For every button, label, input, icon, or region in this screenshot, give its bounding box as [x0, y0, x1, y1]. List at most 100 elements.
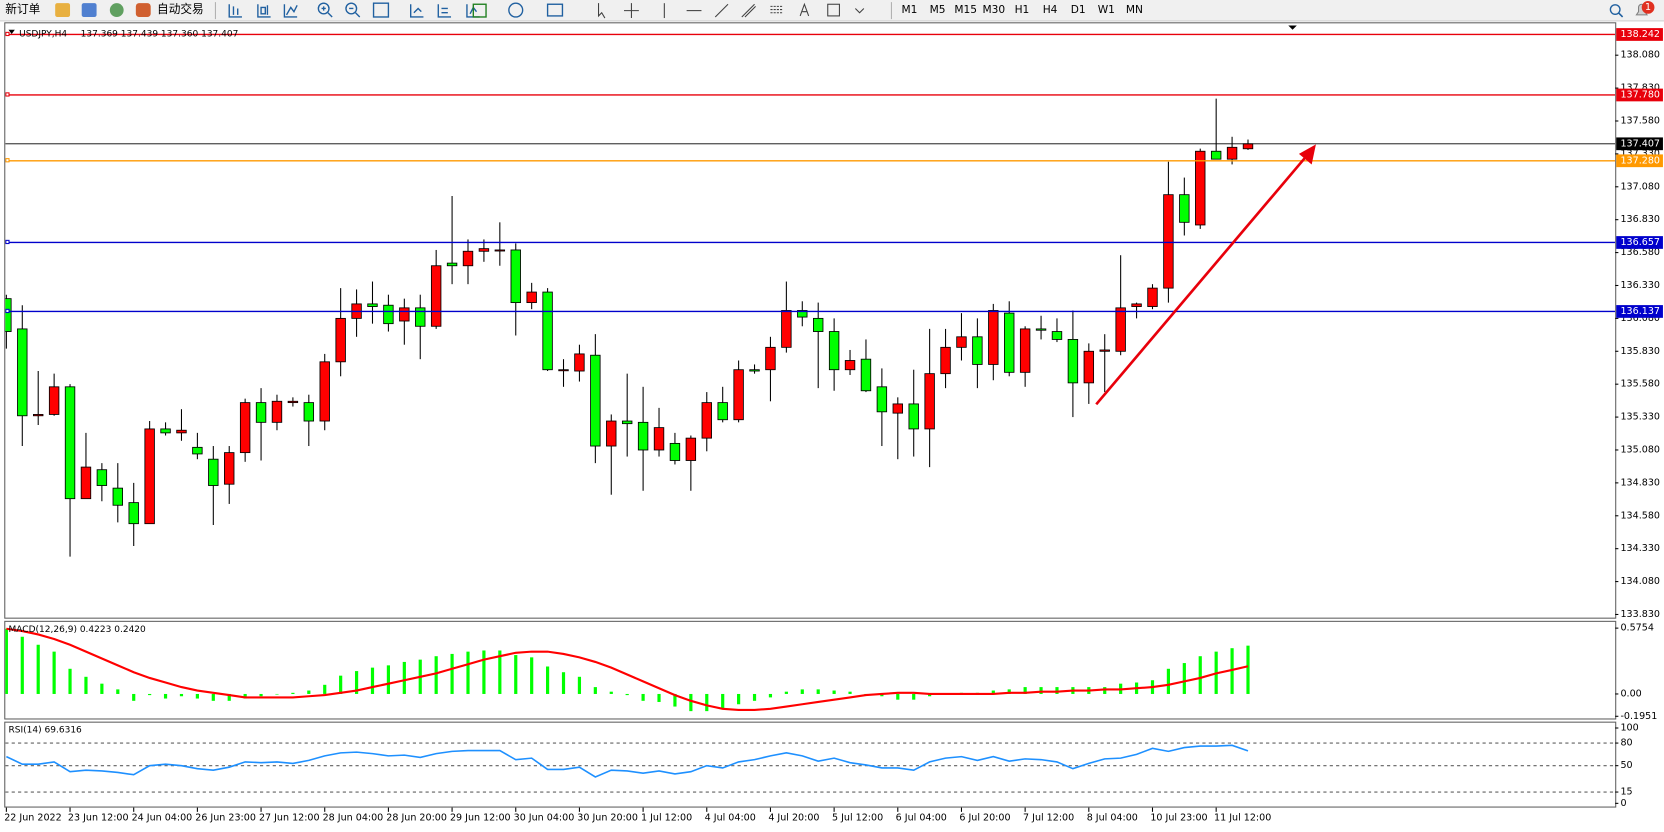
icon[interactable] — [372, 2, 390, 18]
trend-arrow[interactable] — [1095, 154, 1309, 406]
icon[interactable] — [624, 3, 639, 19]
chart-shift-marker[interactable] — [1288, 25, 1297, 30]
candle-body — [367, 303, 378, 307]
macd-bar — [991, 690, 995, 694]
rsi-pane — [5, 742, 1616, 793]
drawing-tools[interactable] — [598, 2, 865, 19]
level-label: 137.407 — [1620, 138, 1659, 149]
rsi-pane-frame — [4, 721, 1617, 808]
tool-icons[interactable] — [228, 2, 564, 18]
macd-bar — [68, 668, 72, 694]
candle-body — [972, 336, 983, 365]
icon[interactable] — [228, 4, 242, 18]
icon[interactable] — [321, 6, 333, 18]
icon[interactable] — [437, 4, 452, 18]
candle-body — [415, 307, 426, 327]
auto-trade-button[interactable]: 自动交易 — [157, 2, 204, 16]
candle-body — [176, 429, 187, 434]
icon[interactable] — [283, 4, 298, 18]
trend-arrow-head[interactable] — [1298, 144, 1316, 165]
candle-body — [1019, 328, 1031, 373]
timeframe-button[interactable]: M15 — [954, 3, 977, 16]
macd-bar — [546, 666, 550, 694]
y-tick-label: 134.080 — [1620, 576, 1659, 587]
y-tick-label: 136.080 — [1620, 313, 1659, 324]
macd-bar — [307, 690, 311, 694]
icon[interactable] — [349, 7, 361, 18]
macd-pane-frame — [4, 620, 1617, 720]
icon[interactable] — [546, 3, 564, 17]
timeframe-button[interactable]: H1 — [1015, 3, 1030, 16]
pane-marker — [8, 29, 15, 34]
icon[interactable] — [345, 2, 358, 15]
icon[interactable] — [714, 3, 729, 18]
macd-bar — [243, 693, 247, 699]
icon[interactable] — [770, 5, 784, 14]
macd-bar — [211, 693, 215, 701]
macd-bar — [593, 687, 597, 694]
candle-body — [5, 298, 12, 332]
toolbar: 新订单 自动交易 — [0, 0, 1664, 22]
candle-body — [192, 446, 203, 455]
y-tick-label: 136.830 — [1620, 214, 1659, 225]
timeframe-button[interactable]: W1 — [1098, 3, 1115, 16]
candle-body — [1226, 146, 1238, 160]
timeframe-button[interactable]: M5 — [930, 3, 946, 16]
macd-bar — [752, 693, 757, 701]
x-tick-label: 27 Jun 12:00 — [259, 813, 320, 824]
level-label-bg — [1616, 305, 1663, 318]
icon[interactable] — [827, 3, 840, 17]
new-order-button[interactable]: 新订单 — [5, 2, 40, 16]
timeframe-button[interactable]: D1 — [1071, 3, 1086, 16]
level-label-bg — [1616, 236, 1663, 249]
icon[interactable] — [508, 2, 524, 18]
x-tick-label: 28 Jun 20:00 — [386, 813, 447, 824]
candle-body — [749, 369, 760, 372]
level-label: 137.780 — [1620, 89, 1659, 100]
timeframe-button[interactable]: M30 — [983, 3, 1006, 16]
candle-body — [1035, 328, 1047, 331]
y-tick-label: 133.830 — [1620, 609, 1659, 620]
notification-badge[interactable] — [1641, 1, 1655, 14]
candle-body — [478, 248, 490, 252]
icon[interactable] — [799, 2, 810, 17]
candle-body — [733, 369, 744, 421]
x-tick-label: 29 Jun 12:00 — [450, 813, 511, 824]
timeframe-button[interactable]: M1 — [902, 3, 918, 16]
x-tick-label: 30 Jun 20:00 — [577, 813, 638, 824]
candle-body — [1163, 194, 1174, 289]
macd-bar — [561, 672, 566, 694]
timeframe-button[interactable]: MN — [1126, 3, 1143, 16]
y-tick-label: 135.080 — [1620, 444, 1659, 455]
y-tick-label: 50 — [1620, 760, 1632, 771]
y-tick-label: 134.830 — [1620, 477, 1659, 488]
search-icon[interactable] — [1617, 12, 1624, 18]
level-handle — [5, 158, 10, 163]
candle-body — [1179, 194, 1190, 223]
icon[interactable] — [472, 3, 487, 18]
icon[interactable] — [741, 3, 756, 18]
timeframe-button[interactable]: H4 — [1043, 3, 1058, 16]
y-tick-label: 135.830 — [1620, 346, 1659, 357]
icon[interactable] — [55, 3, 71, 17]
macd-bar — [339, 675, 343, 694]
macd-bar — [402, 661, 406, 694]
candle-body — [701, 402, 712, 439]
y-tick-label: 138.080 — [1620, 50, 1659, 61]
candle-body — [1067, 339, 1079, 384]
icon[interactable] — [410, 4, 424, 18]
icon[interactable] — [257, 4, 271, 18]
candle-body — [669, 442, 681, 461]
icon[interactable] — [81, 3, 97, 17]
icon[interactable] — [317, 2, 330, 15]
icon[interactable] — [598, 3, 606, 19]
macd-bar — [466, 651, 470, 694]
search-icon[interactable] — [1609, 4, 1621, 16]
macd-bar — [275, 693, 279, 695]
macd-bar — [323, 684, 327, 694]
macd-bar — [848, 691, 852, 694]
icon[interactable] — [854, 8, 865, 14]
macd-bar — [354, 671, 359, 694]
icon[interactable] — [109, 3, 124, 17]
auto-trade-icon[interactable] — [135, 3, 151, 17]
